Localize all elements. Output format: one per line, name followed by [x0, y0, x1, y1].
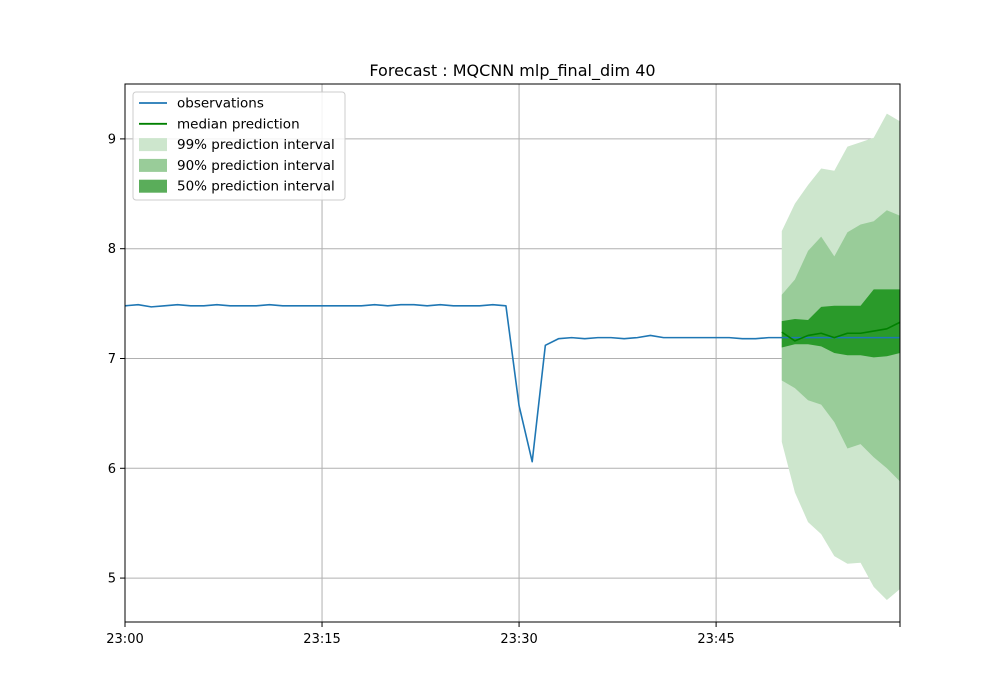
y-tick-label: 7 [108, 352, 116, 367]
legend-50-interval-swatch [139, 179, 167, 193]
y-tick-label: 8 [108, 242, 116, 257]
x-tick-label: 23:30 [500, 632, 537, 647]
y-tick-label: 9 [108, 132, 116, 147]
median-prediction-line [781, 321, 901, 342]
legend-observations-label: observations [177, 96, 264, 112]
legend-50-interval-label: 50% prediction interval [177, 179, 335, 195]
interval-50-band [781, 289, 900, 358]
plot-series [124, 113, 901, 601]
chart-title: Forecast : MQCNN mlp_final_dim 40 [369, 61, 655, 81]
observations-line [124, 303, 900, 463]
legend: observations median prediction 99% predict… [132, 91, 346, 201]
legend-box [132, 91, 346, 201]
axis-ticks: 5 6 7 8 9 23:00 23:15 23:30 23:45 [106, 132, 901, 647]
legend-99-interval-swatch [139, 138, 167, 152]
y-tick-label: 5 [108, 572, 116, 587]
legend-99-interval-label: 99% prediction interval [177, 137, 335, 153]
legend-90-interval-swatch [139, 158, 167, 172]
plot-frame [124, 83, 901, 623]
x-tick-label: 23:00 [106, 632, 143, 647]
x-tick-label: 23:45 [697, 632, 734, 647]
legend-90-interval-label: 90% prediction interval [177, 158, 335, 174]
x-tick-label: 23:15 [303, 632, 340, 647]
y-tick-label: 6 [108, 462, 116, 477]
legend-median-prediction-label: median prediction [177, 116, 300, 132]
